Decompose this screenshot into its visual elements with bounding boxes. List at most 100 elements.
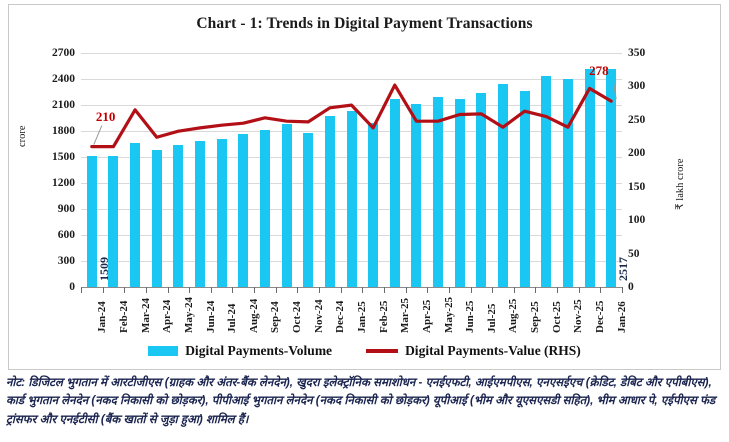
x-axis-label: Sep-25 <box>529 301 542 333</box>
x-axis-label: Aug-25 <box>507 298 520 333</box>
left-axis-tick: 2100 <box>52 99 75 111</box>
x-axis-tick <box>470 287 472 293</box>
x-axis-tick <box>81 287 82 293</box>
bar <box>238 134 249 287</box>
bar <box>303 132 314 287</box>
right-axis-title: ₹ lakh crore <box>675 158 686 210</box>
x-axis-label: Dec-24 <box>334 300 347 333</box>
legend-item-value: Digital Payments-Value (RHS) <box>366 343 581 359</box>
gridline <box>81 79 622 80</box>
x-axis-tick <box>383 287 385 293</box>
x-axis-tick <box>319 287 321 293</box>
chart-legend: Digital Payments-Volume Digital Payments… <box>9 343 720 359</box>
callout-leader-line <box>94 126 102 145</box>
right-axis: 0 50 100 150 200 250 300 350 <box>628 47 668 293</box>
left-axis-tick: 300 <box>57 255 75 267</box>
right-axis-tick: 0 <box>628 281 634 293</box>
line-value-callout: 210 <box>95 108 116 124</box>
right-axis-tick: 200 <box>628 147 646 160</box>
x-axis-tick <box>578 287 580 293</box>
x-axis-label: Nov-24 <box>312 299 325 333</box>
line-series <box>81 53 622 287</box>
x-axis-label: Sep-24 <box>269 301 282 333</box>
bar <box>389 98 400 287</box>
bar <box>606 68 617 287</box>
left-axis-tick: 1800 <box>52 125 75 137</box>
x-axis-tick <box>102 287 104 293</box>
bar <box>130 142 141 287</box>
x-axis-tick <box>535 287 537 293</box>
bar <box>346 111 357 287</box>
x-axis-label: Jun-25 <box>464 300 477 333</box>
gridline <box>81 53 622 54</box>
bar <box>195 141 206 287</box>
bar <box>173 145 184 287</box>
bar <box>476 93 487 287</box>
x-axis-label: May-24 <box>182 296 195 333</box>
bar <box>497 83 508 287</box>
bar <box>368 122 379 287</box>
x-axis-label: Apr-25 <box>420 299 433 333</box>
x-axis-tick <box>124 287 126 293</box>
bar <box>562 79 573 287</box>
left-axis-tick: 0 <box>69 281 75 293</box>
x-axis-label: Feb-24 <box>117 300 130 333</box>
data-labels: 1509 2517 210 278 <box>81 53 630 287</box>
bar-value-label: 1509 <box>96 257 111 281</box>
x-axis-label: Jan-25 <box>356 301 368 333</box>
x-axis-tick <box>254 287 256 293</box>
left-axis-title: crore <box>17 125 28 147</box>
x-axis-tick <box>297 287 299 293</box>
x-axis-label: Jul-25 <box>485 303 498 333</box>
right-axis-tick: 350 <box>628 47 646 59</box>
x-axis-tick <box>210 287 212 293</box>
x-axis-tick <box>362 287 364 293</box>
x-axis-label: Aug-24 <box>247 298 260 333</box>
x-axis-label: Jul-24 <box>226 303 239 333</box>
left-axis: 0 300 600 900 1200 1500 1800 2100 2400 2700 <box>29 47 75 293</box>
bar <box>454 99 465 287</box>
bar-series <box>81 53 622 287</box>
right-axis-tick: 250 <box>628 113 646 126</box>
right-axis-tick: 150 <box>628 180 646 193</box>
plot-area: 1509 2517 210 278 <box>81 53 630 288</box>
right-axis-tick: 100 <box>628 214 646 227</box>
bar-swatch-icon <box>148 346 179 356</box>
x-axis-label: Jun-24 <box>204 300 217 333</box>
x-axis-label: Oct-25 <box>550 301 563 333</box>
x-axis-label: May-25 <box>442 296 455 333</box>
gridline <box>81 287 622 288</box>
left-axis-tick: 900 <box>57 203 75 215</box>
bar <box>108 156 119 287</box>
bar <box>411 104 422 287</box>
x-axis-label: Apr-24 <box>161 299 174 333</box>
x-axis-label: Nov-25 <box>572 299 585 333</box>
bar <box>151 150 162 287</box>
value-line <box>92 85 611 147</box>
bar <box>259 129 270 287</box>
bar-value-label: 2517 <box>616 257 631 281</box>
x-axis-label: Mar-24 <box>139 297 152 333</box>
bar <box>324 115 335 287</box>
x-axis: Jan-24 Feb-24 Mar-24 Apr-24 May-24 Jun-24 Jul-… <box>81 287 628 339</box>
legend-item-volume: Digital Payments-Volume <box>148 343 332 359</box>
x-axis-label: Dec-25 <box>594 300 607 333</box>
bar <box>86 156 97 287</box>
x-axis-tick <box>448 287 450 293</box>
callout-leader-line <box>613 80 616 99</box>
line-swatch-icon <box>366 349 399 353</box>
right-axis-tick: 300 <box>628 80 646 93</box>
bar <box>216 138 227 287</box>
x-axis-tick <box>513 287 515 293</box>
x-axis-tick <box>145 287 147 293</box>
x-axis-label: Jan-24 <box>96 301 109 333</box>
right-axis-tick: 50 <box>628 247 640 260</box>
x-axis-tick <box>600 287 602 293</box>
chart-title: Chart - 1: Trends in Digital Payment Tra… <box>196 15 533 32</box>
legend-label-value: Digital Payments-Value (RHS) <box>405 343 581 358</box>
x-axis-tick <box>622 287 623 293</box>
bar <box>541 76 552 287</box>
x-axis-label: Jan-26 <box>615 301 628 333</box>
x-axis-label: Mar-25 <box>399 297 412 333</box>
left-axis-tick: 1500 <box>52 151 75 163</box>
